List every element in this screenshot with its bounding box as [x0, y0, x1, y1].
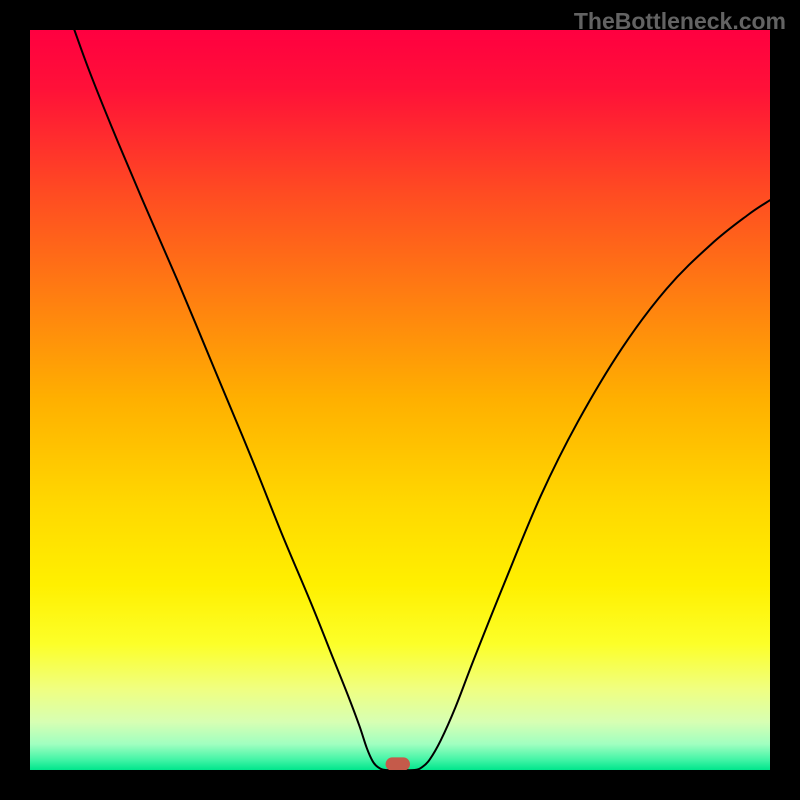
chart-svg — [30, 30, 770, 770]
gradient-background — [30, 30, 770, 770]
chart-frame: TheBottleneck.com — [0, 0, 800, 800]
watermark-text: TheBottleneck.com — [574, 8, 786, 35]
bottleneck-marker — [386, 757, 410, 770]
plot-area — [30, 30, 770, 770]
